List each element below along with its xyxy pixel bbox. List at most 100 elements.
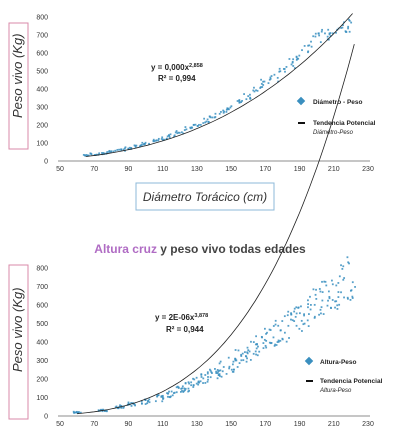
data-point [298,327,301,330]
data-point [284,70,286,73]
data-point [101,152,103,154]
data-point [120,404,123,407]
data-point [265,339,268,342]
data-point [336,304,339,307]
data-point [207,121,210,123]
data-point [108,149,111,152]
x-tick-label: 90 [125,166,133,173]
data-point [261,86,264,88]
data-point [290,313,293,316]
data-point [326,304,329,307]
data-point [342,265,345,268]
data-point [328,297,331,300]
data-point [345,30,347,33]
x-tick-label: 150 [225,166,237,173]
data-point [335,31,337,34]
data-point [155,139,158,142]
data-point [260,78,262,81]
data-point [169,133,172,136]
data-point [328,295,331,298]
data-point [322,313,325,315]
data-point [236,100,239,102]
data-point [259,87,262,89]
data-point [209,376,212,379]
data-point [318,34,321,37]
x-tick-label: 130 [191,421,203,428]
data-point [193,378,196,381]
y-tick-label: 800 [36,15,48,22]
data-point [245,98,248,101]
legend-marker-trend [306,380,313,382]
data-point [272,325,275,327]
y-tick-label: 800 [36,266,48,273]
data-point [84,154,87,157]
data-point [230,105,233,108]
data-point [127,402,130,405]
data-point [295,56,298,59]
data-point [338,275,341,278]
y-tick-label: 0 [44,159,48,166]
x-tick-labels: 50 70 90 110 130 150 170 190 210 230 [56,166,374,173]
data-point [314,293,317,296]
data-point [343,21,345,24]
data-point [283,315,286,318]
data-point [258,350,261,353]
data-point [140,402,143,405]
data-point [324,280,327,283]
data-point [351,295,354,298]
x-tick-label: 190 [294,166,306,173]
data-point [274,319,277,322]
data-point [139,144,142,147]
data-point [301,49,303,52]
data-point [286,314,289,317]
data-point [303,322,306,325]
data-point [168,134,170,137]
data-point [175,130,178,132]
data-point [285,340,288,343]
data-point [268,341,271,344]
data-point [278,70,281,73]
y-tick-label: 500 [36,321,48,328]
data-point [252,341,255,344]
data-point [262,84,265,86]
data-point [170,390,173,393]
data-point [166,135,169,138]
chart-title: Altura cruz y peso vivo todas edades [94,242,306,256]
data-point [321,299,324,302]
data-point [216,369,219,371]
data-point [291,61,294,64]
data-point [187,390,190,393]
data-point [315,297,318,300]
data-point [292,65,295,67]
data-point [215,370,218,373]
data-point [199,380,202,383]
data-point [208,115,211,118]
data-point [124,149,126,152]
trend-line [85,13,353,157]
data-point [156,394,159,397]
data-point [124,146,127,149]
data-point [130,402,133,404]
data-point [184,382,187,384]
data-point [269,77,272,80]
data-point [146,400,149,403]
data-point [230,368,233,371]
data-point [236,366,239,368]
data-point [262,80,265,83]
data-point [180,131,183,134]
data-point [189,127,192,130]
data-point [228,367,231,370]
data-point [154,400,157,403]
y-axis-title-frame [8,264,29,420]
data-point [181,389,183,392]
data-point [285,66,288,68]
data-point [293,320,296,322]
data-point [148,398,151,401]
data-point [168,136,171,139]
data-points [82,18,353,157]
data-point [123,147,126,150]
data-point [215,372,218,375]
data-point [178,131,181,134]
data-point [206,372,209,375]
data-point [82,153,85,156]
